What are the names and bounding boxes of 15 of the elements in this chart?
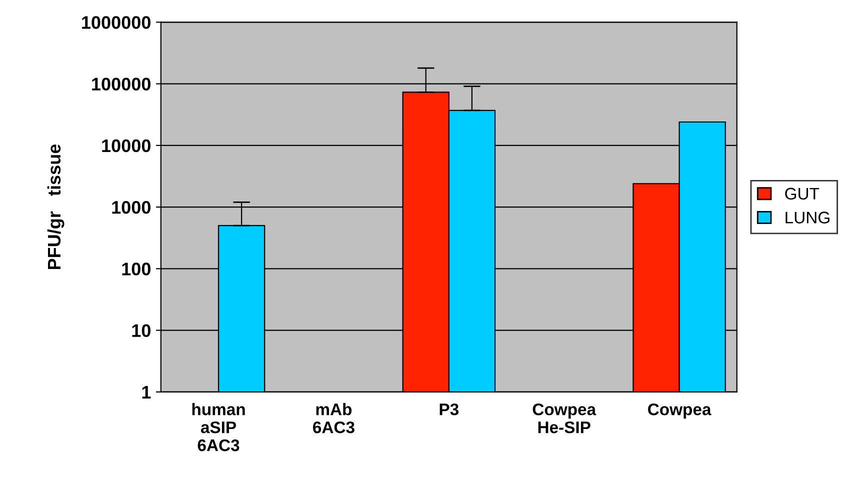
y-tick-label: 1000000 (82, 16, 150, 29)
x-tick-label: P3 (440, 403, 458, 416)
y-tick-label: 10000 (102, 139, 150, 152)
y-tick-label: 1 (142, 386, 151, 398)
legend-label: LUNG (786, 212, 830, 224)
legend-label: GUT (785, 188, 820, 200)
x-tick-label: human aSIP 6AC3 (192, 403, 245, 452)
x-tick-label: Cowpea (648, 403, 712, 419)
y-tick-label: 100000 (92, 78, 150, 91)
y-tick-label: 1000 (112, 200, 150, 214)
x-tick-label: Cowpea He-SIP (532, 403, 596, 434)
x-tick-label: mAb 6AC3 (313, 403, 354, 434)
y-axis-title: PFU/gr tissue (47, 144, 64, 270)
y-tick-label: 100 (122, 262, 150, 276)
y-tick-label: 10 (132, 324, 150, 338)
